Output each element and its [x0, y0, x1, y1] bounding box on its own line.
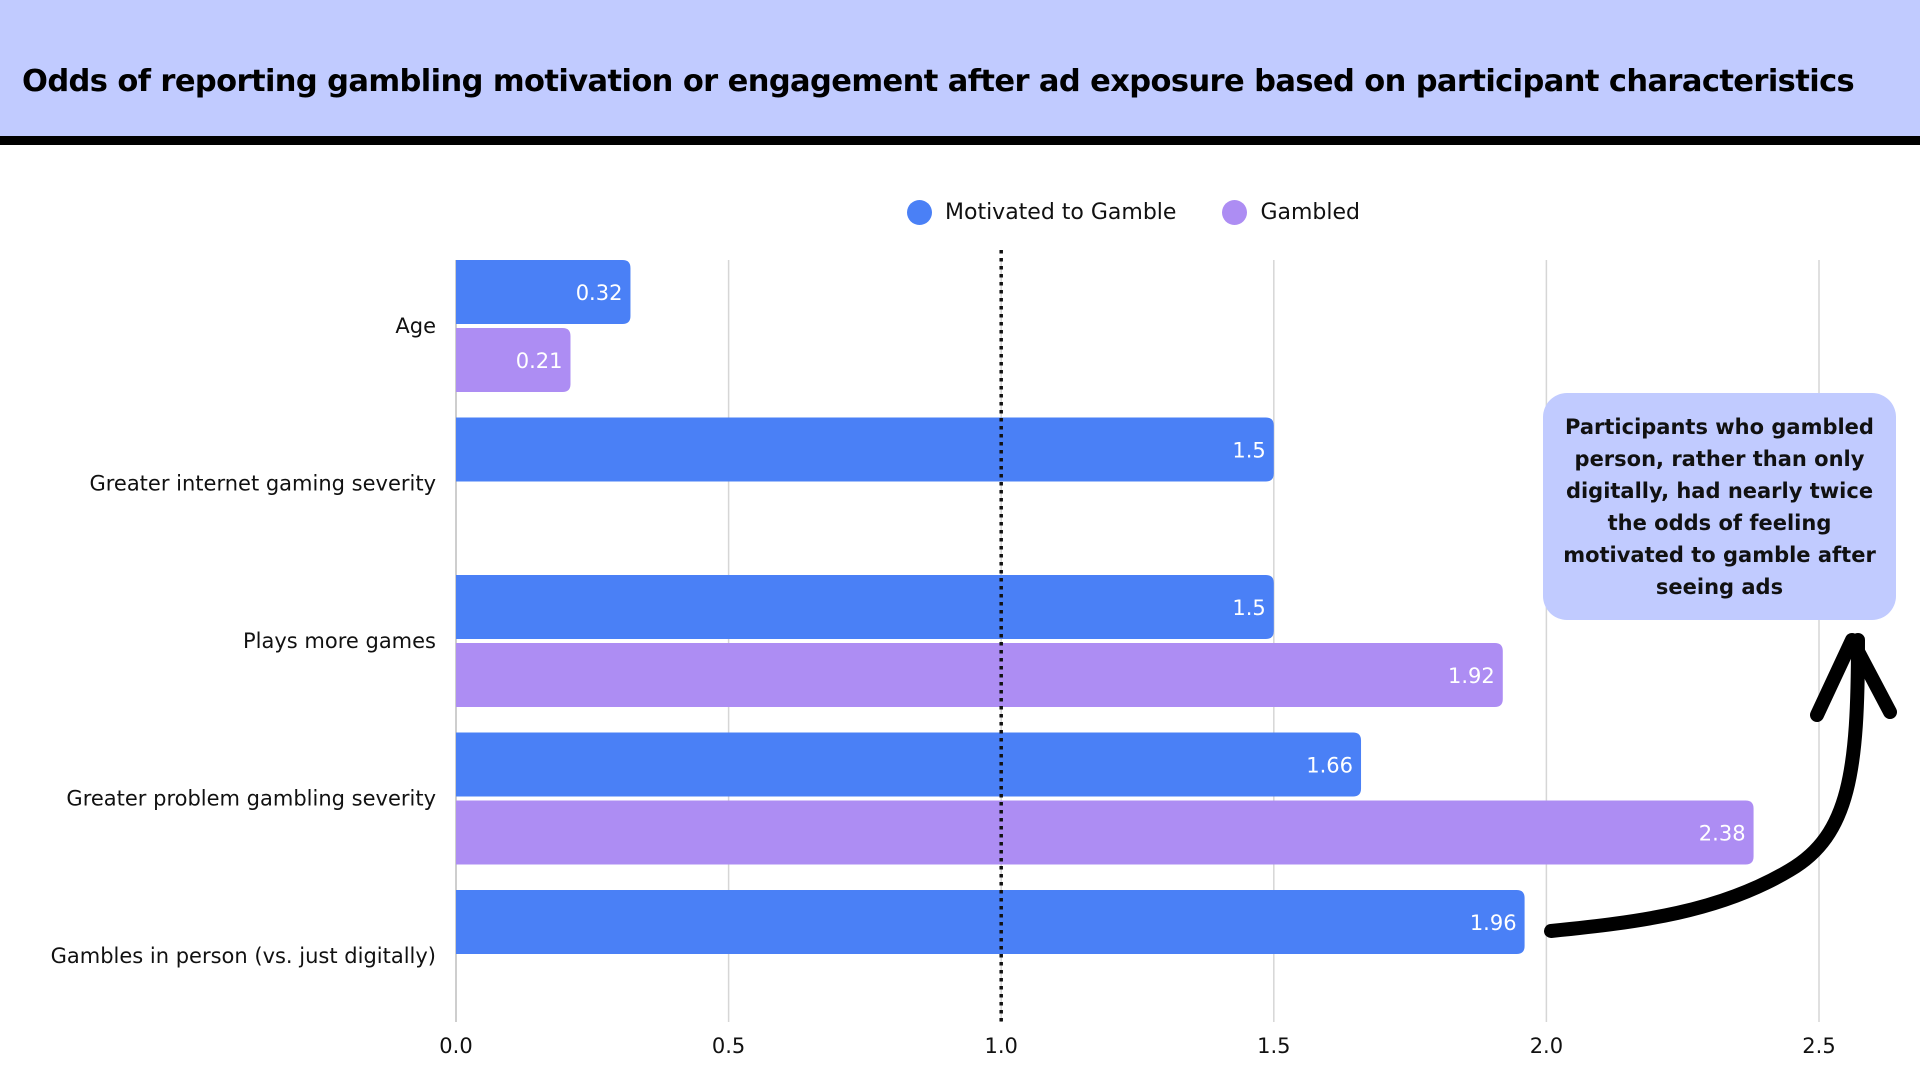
annotation-callout: Participants who gambled person, rather … — [1543, 393, 1896, 620]
x-tick-label: 1.0 — [984, 1034, 1017, 1058]
x-tick-label: 1.5 — [1257, 1034, 1290, 1058]
bar-motivated-to-gamble-gambles-in-person-vs-just-digitally — [456, 890, 1525, 954]
legend-label-gambled: Gambled — [1260, 200, 1360, 225]
bar-gambled-greater-problem-gambling-severity — [456, 800, 1754, 865]
annotation-arrow-group — [1544, 633, 1897, 938]
bars: 0.32 0.21 1.5 1.5 1.92 1.66 2.38 1.96 — [456, 260, 1754, 954]
bar-value-label: 1.66 — [1306, 754, 1353, 778]
bar-value-label: 1.5 — [1232, 439, 1265, 463]
x-tick-label: 2.0 — [1530, 1034, 1563, 1058]
chart-title: Odds of reporting gambling motivation or… — [22, 64, 1855, 99]
category-label-greater-internet-gaming-severity: Greater internet gaming severity — [89, 472, 436, 496]
category-label-gambles-in-person-vs-just-digitally: Gambles in person (vs. just digitally) — [51, 944, 436, 968]
header-band — [0, 0, 1920, 136]
x-tick-label: 0.5 — [712, 1034, 745, 1058]
bar-motivated-to-gamble-age — [456, 260, 631, 324]
bar-motivated-to-gamble-greater-internet-gaming-severity — [456, 417, 1274, 482]
x-tick-label: 2.5 — [1802, 1034, 1835, 1058]
bar-value-label: 1.96 — [1470, 911, 1517, 935]
bar-value-label: 1.5 — [1232, 596, 1265, 620]
legend-item-gambled: Gambled — [1222, 200, 1360, 225]
legend-label-motivated: Motivated to Gamble — [945, 200, 1177, 225]
annotation-arrow-shaft — [1544, 633, 1865, 938]
x-tick-label: 0.0 — [439, 1034, 472, 1058]
bar-value-label: 2.38 — [1699, 822, 1746, 846]
x-axis-tick-labels: 0.0 0.5 1.0 1.5 2.0 2.5 — [439, 1034, 1835, 1058]
legend-swatch-motivated — [907, 200, 932, 225]
bar-value-label: 1.92 — [1448, 664, 1495, 688]
category-label-greater-problem-gambling-severity: Greater problem gambling severity — [66, 787, 436, 811]
header-divider — [0, 136, 1920, 145]
bar-gambled-age — [456, 328, 571, 392]
legend: Motivated to Gamble Gambled — [907, 200, 1406, 225]
category-label-plays-more-games: Plays more games — [243, 629, 436, 653]
bar-value-label: 0.32 — [576, 281, 623, 305]
legend-swatch-gambled — [1222, 200, 1248, 225]
annotation-arrow-head — [1810, 633, 1897, 722]
bar-motivated-to-gamble-plays-more-games — [456, 575, 1274, 639]
category-labels: Age Greater internet gaming severity Plays… — [51, 314, 436, 968]
category-label-age: Age — [395, 314, 436, 338]
annotation-callout-text: Participants who gambled person, rather … — [1563, 414, 1876, 599]
bar-value-label: 0.21 — [516, 349, 563, 373]
bar-motivated-to-gamble-greater-problem-gambling-severity — [456, 732, 1362, 797]
bar-gambled-plays-more-games — [456, 643, 1503, 707]
legend-item-motivated: Motivated to Gamble — [907, 200, 1176, 225]
